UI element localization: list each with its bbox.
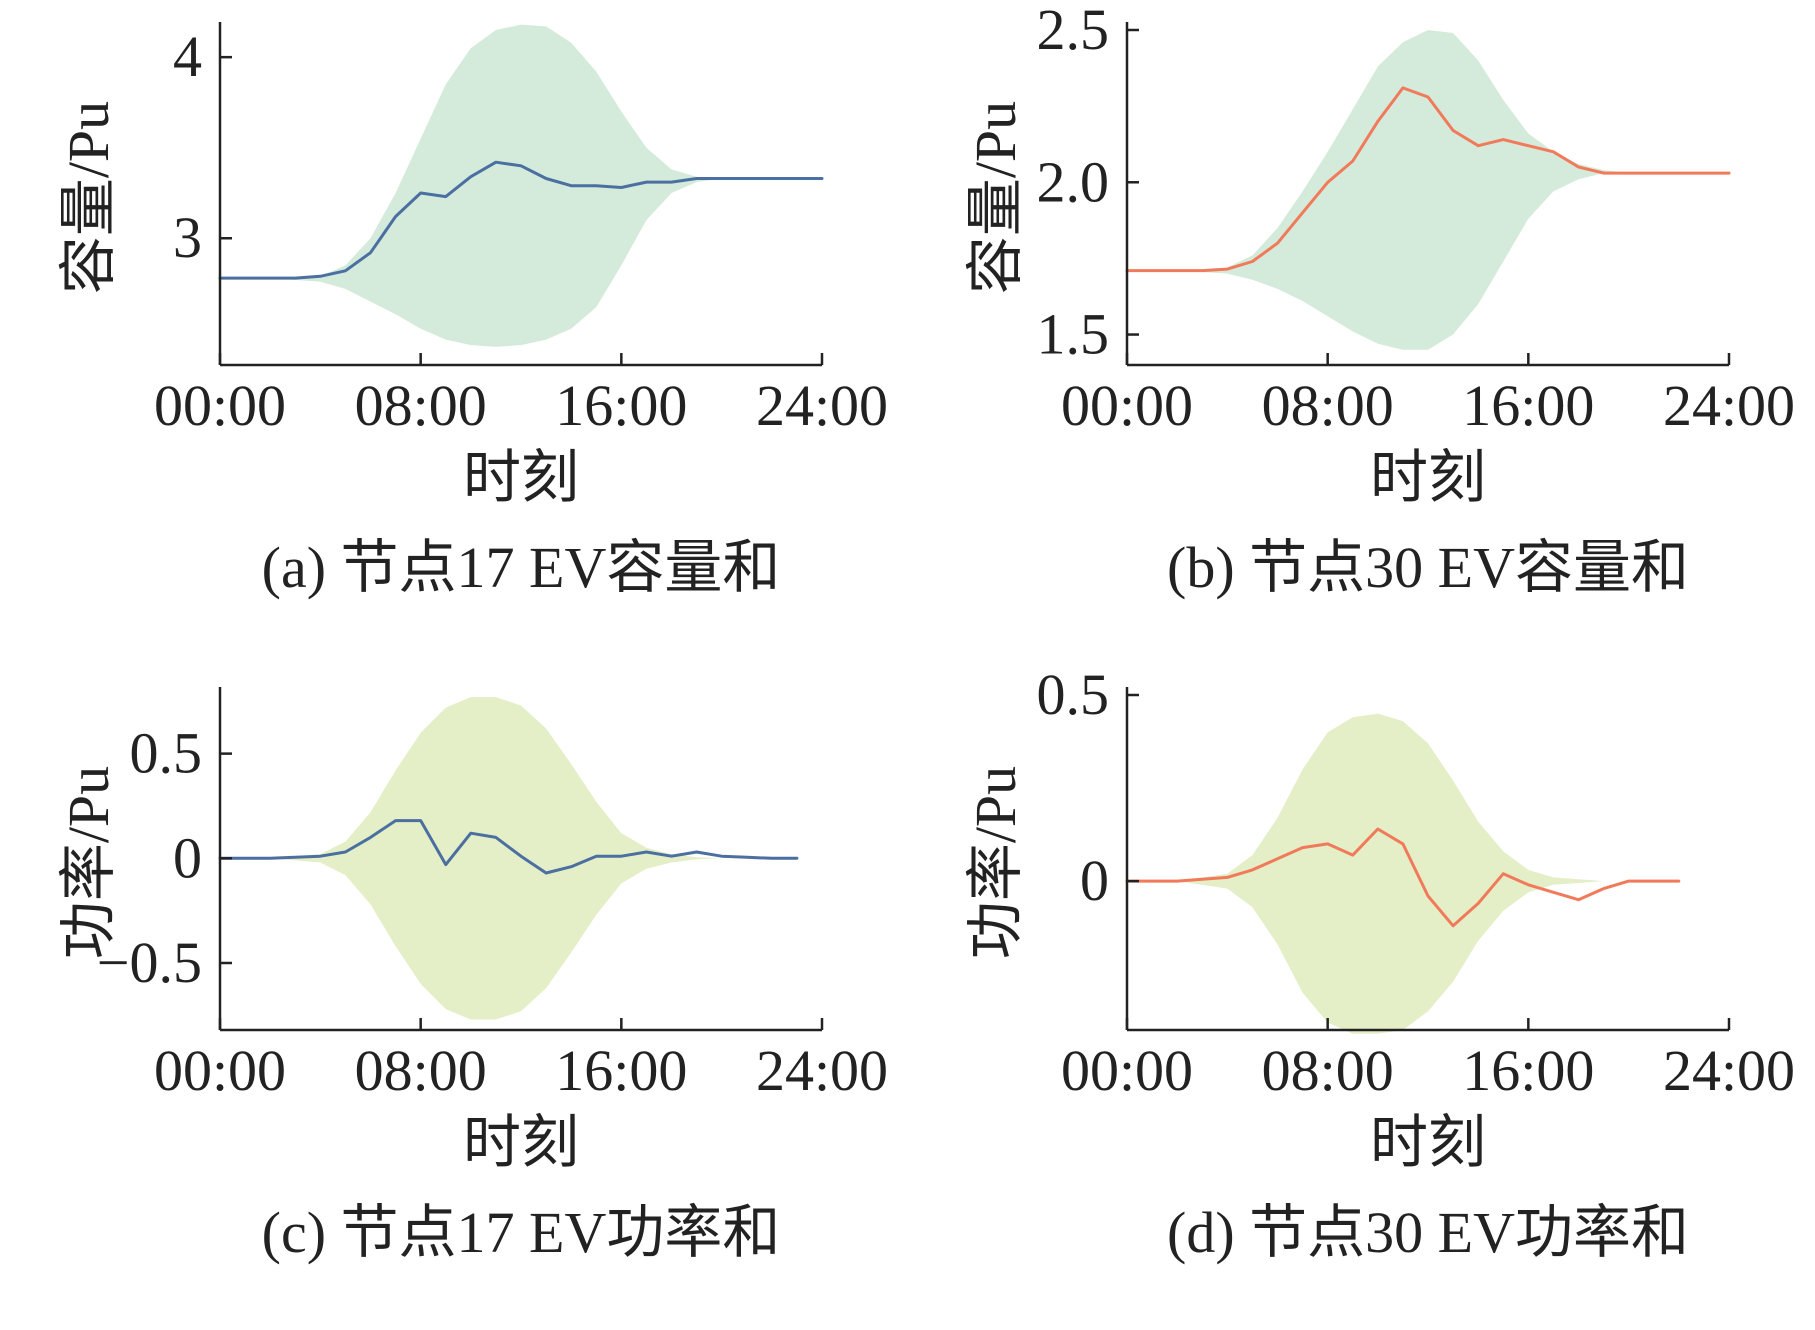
y-tick-label: 0	[173, 825, 202, 890]
x-tick-label: 00:00	[154, 373, 286, 438]
x-tick-label: 16:00	[555, 373, 687, 438]
chart-c: 00:00 08:00 16:00 24:00 −0.5 0 0.5 时刻 功率/Pu (c) 节…	[56, 687, 888, 1265]
x-tick-label: 00:00	[154, 1038, 286, 1103]
series-line	[1125, 86, 1731, 273]
panel-d: 00:00 08:00 16:00 24:00 0 0.5 时刻 功率/Pu (d) 节点30 …	[907, 665, 1814, 1330]
y-tick-label: 1.5	[1037, 302, 1110, 367]
x-axis-label: 时刻	[1370, 445, 1486, 510]
chart-d: 00:00 08:00 16:00 24:00 0 0.5 时刻 功率/Pu (d) 节点30 …	[963, 665, 1795, 1265]
x-tick-label: 08:00	[355, 1038, 487, 1103]
y-tick-label: 0	[1080, 848, 1109, 913]
uncertainty-band	[1127, 30, 1729, 350]
x-axis-label: 时刻	[463, 1110, 579, 1175]
y-axis-label: 功率/Pu	[56, 766, 121, 959]
x-tick-label: 16:00	[555, 1038, 687, 1103]
uncertainty-band	[220, 697, 797, 1020]
panel-c: 00:00 08:00 16:00 24:00 −0.5 0 0.5 时刻 功率/Pu (c) 节…	[0, 665, 907, 1330]
x-tick-label: 08:00	[355, 373, 487, 438]
y-tick-label: −0.5	[97, 930, 202, 995]
x-tick-label: 24:00	[756, 1038, 888, 1103]
chart-b: 00:00 08:00 16:00 24:00 1.5 2.0 2.5 时刻 容量/Pu (b) …	[963, 0, 1795, 600]
x-tick-label: 08:00	[1262, 1038, 1394, 1103]
panel-caption: (a) 节点17 EV容量和	[262, 535, 781, 600]
y-tick-label: 4	[173, 24, 202, 89]
uncertainty-band	[1127, 713, 1679, 1034]
series-line	[218, 819, 799, 875]
x-tick-label: 08:00	[1262, 373, 1394, 438]
y-tick-label: 0.5	[1037, 665, 1110, 727]
x-tick-label: 24:00	[1663, 373, 1795, 438]
panel-caption: (d) 节点30 EV功率和	[1167, 1200, 1689, 1265]
panel-b: 00:00 08:00 16:00 24:00 1.5 2.0 2.5 时刻 容量/Pu (b) …	[907, 0, 1814, 665]
y-tick-label: 3	[173, 205, 202, 270]
x-tick-label: 24:00	[1663, 1038, 1795, 1103]
y-tick-label: 0.5	[130, 721, 203, 786]
x-tick-label: 00:00	[1061, 373, 1193, 438]
uncertainty-band	[220, 24, 822, 347]
x-tick-label: 24:00	[756, 373, 888, 438]
chart-a: 00:00 08:00 16:00 24:00 3 4 时刻 容量/Pu (a) 节点17 EV…	[56, 22, 888, 600]
series-line	[1125, 827, 1681, 928]
x-tick-label: 16:00	[1462, 373, 1594, 438]
x-axis-label: 时刻	[463, 445, 579, 510]
series-line	[218, 160, 824, 280]
y-tick-label: 2.5	[1037, 0, 1110, 62]
panel-caption: (b) 节点30 EV容量和	[1167, 535, 1689, 600]
panel-a: 00:00 08:00 16:00 24:00 3 4 时刻 容量/Pu (a) 节点17 EV…	[0, 0, 907, 665]
y-tick-label: 2.0	[1037, 149, 1110, 214]
panel-caption: (c) 节点17 EV功率和	[262, 1200, 781, 1265]
y-axis-label: 容量/Pu	[56, 101, 121, 294]
x-tick-label: 16:00	[1462, 1038, 1594, 1103]
y-axis-label: 功率/Pu	[963, 766, 1028, 959]
y-axis-label: 容量/Pu	[963, 101, 1028, 294]
x-axis-label: 时刻	[1370, 1110, 1486, 1175]
x-tick-label: 00:00	[1061, 1038, 1193, 1103]
